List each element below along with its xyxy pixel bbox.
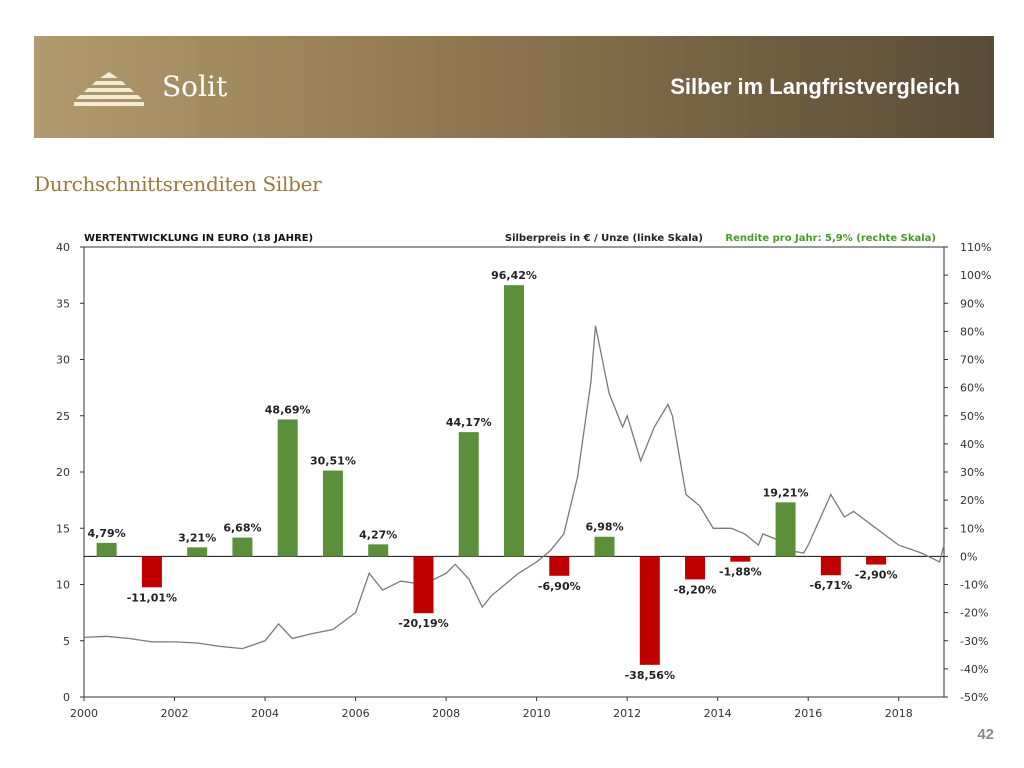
return-bar	[413, 556, 434, 614]
return-bar-label: 48,69%	[265, 403, 311, 416]
y-right-tick-label: 50%	[960, 410, 984, 423]
x-tick-label: 2012	[613, 707, 641, 720]
header-banner: Solit Silber im Langfristvergleich	[34, 36, 994, 138]
y-left-tick-label: 25	[56, 410, 70, 423]
slide-subtitle: Durchschnittsrenditen Silber	[34, 172, 322, 196]
x-tick-label: 2010	[523, 707, 551, 720]
return-bar	[368, 544, 389, 557]
x-tick-label: 2016	[794, 707, 822, 720]
chart-title: WERTENTWICKLUNG IN EURO (18 JAHRE)	[84, 233, 313, 244]
return-bar	[775, 502, 796, 557]
y-left-tick-label: 20	[56, 466, 70, 479]
y-right-tick-label: 40%	[960, 438, 984, 451]
x-tick-label: 2018	[885, 707, 913, 720]
page-number: 42	[977, 726, 994, 743]
y-right-tick-label: 70%	[960, 354, 984, 367]
return-bar-label: 4,79%	[88, 527, 126, 540]
legend-right-series: Rendite pro Jahr: 5,9% (rechte Skala)	[725, 233, 936, 244]
y-left-tick-label: 30	[56, 354, 70, 367]
return-bar-label: 96,42%	[491, 269, 537, 282]
y-right-tick-label: -30%	[960, 635, 988, 648]
x-tick-label: 2008	[432, 707, 460, 720]
return-bar-label: -20,19%	[398, 617, 448, 630]
y-right-tick-label: 90%	[960, 297, 984, 310]
y-right-tick-label: -50%	[960, 691, 988, 704]
x-tick-label: 2000	[70, 707, 98, 720]
y-right-tick-label: -10%	[960, 579, 988, 592]
y-right-tick-label: -20%	[960, 607, 988, 620]
return-bar-label: -11,01%	[127, 591, 177, 604]
y-right-tick-label: 100%	[960, 269, 991, 282]
return-bar-label: -6,71%	[809, 579, 852, 592]
return-bar-label: 6,68%	[223, 522, 261, 535]
return-bar	[458, 432, 479, 557]
return-bar-label: -6,90%	[538, 580, 581, 593]
y-right-tick-label: 0%	[960, 550, 977, 563]
x-tick-label: 2006	[342, 707, 370, 720]
return-bar-label: -8,20%	[674, 583, 717, 596]
return-bar-label: 19,21%	[763, 486, 809, 499]
return-bar	[730, 556, 751, 562]
return-bar-label: -1,88%	[719, 566, 762, 579]
y-right-tick-label: 30%	[960, 466, 984, 479]
return-bar-label: -2,90%	[855, 569, 898, 582]
return-bar-label: 44,17%	[446, 416, 492, 429]
x-tick-label: 2002	[161, 707, 189, 720]
return-bar	[504, 285, 524, 557]
y-left-tick-label: 15	[56, 522, 70, 535]
return-bar	[639, 556, 660, 665]
return-bar	[322, 470, 343, 557]
y-right-tick-label: 60%	[960, 382, 984, 395]
return-bar	[96, 542, 117, 557]
x-tick-label: 2014	[704, 707, 732, 720]
return-bar	[277, 419, 298, 557]
price-series-line	[83, 325, 945, 650]
y-right-tick-label: 20%	[960, 494, 984, 507]
y-left-tick-label: 5	[63, 635, 70, 648]
return-bar-label: -38,56%	[625, 669, 675, 682]
return-bar	[232, 537, 253, 557]
return-bar	[820, 556, 841, 576]
return-bar	[594, 536, 615, 557]
return-bar	[187, 547, 208, 557]
y-right-tick-label: 10%	[960, 522, 984, 535]
return-bar	[866, 556, 887, 565]
legend-left-series: Silberpreis in € / Unze (linke Skala)	[505, 233, 703, 244]
y-left-tick-label: 40	[56, 241, 70, 254]
y-left-tick-label: 35	[56, 297, 70, 310]
return-bar	[685, 556, 706, 580]
y-right-tick-label: 110%	[960, 241, 991, 254]
return-bar-label: 4,27%	[359, 528, 397, 541]
x-tick-label: 2004	[251, 707, 279, 720]
return-bar-label: 30,51%	[310, 455, 356, 468]
y-right-tick-label: 80%	[960, 325, 984, 338]
return-bar	[141, 556, 162, 588]
slide-title: Silber im Langfristvergleich	[670, 74, 960, 99]
y-left-tick-label: 10	[56, 579, 70, 592]
y-left-tick-label: 0	[63, 691, 70, 704]
brand-name: Solit	[162, 70, 228, 103]
return-bar-label: 3,21%	[178, 531, 216, 544]
solit-logo-icon	[74, 72, 144, 106]
return-bar-label: 6,98%	[585, 521, 623, 534]
return-bar	[549, 556, 570, 576]
y-right-tick-label: -40%	[960, 663, 988, 676]
